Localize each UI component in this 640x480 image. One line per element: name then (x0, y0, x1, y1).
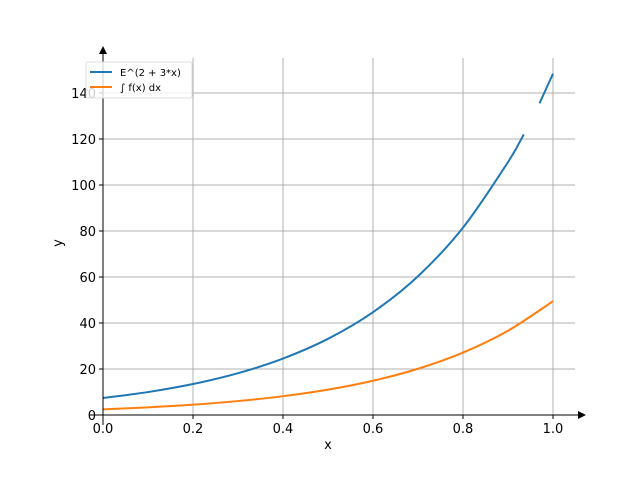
y-tick-label: 20 (79, 363, 96, 378)
legend-label-exp: E^(2 + 3*x) (120, 68, 181, 79)
x-axis-label: x (324, 438, 332, 453)
y-tick-label: 100 (71, 179, 96, 194)
y-tick-label: 120 (71, 133, 96, 148)
x-tick-label: 0.6 (363, 422, 384, 437)
x-tick-label: 1.0 (543, 422, 564, 437)
y-axis-arrow (99, 46, 107, 54)
legend-label-integral: ∫ f(x) dx (120, 83, 161, 94)
x-tick-label: 0.4 (273, 422, 294, 437)
x-tick-label: 0.0 (93, 422, 114, 437)
series-layer (102, 73, 554, 411)
y-tick-label: 60 (79, 271, 96, 286)
series-line-0-segment-1 (538, 73, 554, 104)
axes (90, 46, 586, 425)
y-tick-label: 0 (88, 409, 96, 424)
y-tick-label: 80 (79, 225, 96, 240)
y-axis-label: y (51, 239, 66, 247)
x-tick-label: 0.8 (453, 422, 474, 437)
series-line-1-segment-0 (102, 300, 554, 411)
x-tick-label: 0.2 (183, 422, 204, 437)
series-line-0-segment-0 (102, 133, 525, 399)
x-axis-arrow (578, 411, 586, 419)
y-tick-label: 40 (79, 317, 96, 332)
legend: E^(2 + 3*x) ∫ f(x) dx (85, 61, 193, 99)
legend-box (85, 61, 193, 99)
grid (102, 58, 575, 415)
